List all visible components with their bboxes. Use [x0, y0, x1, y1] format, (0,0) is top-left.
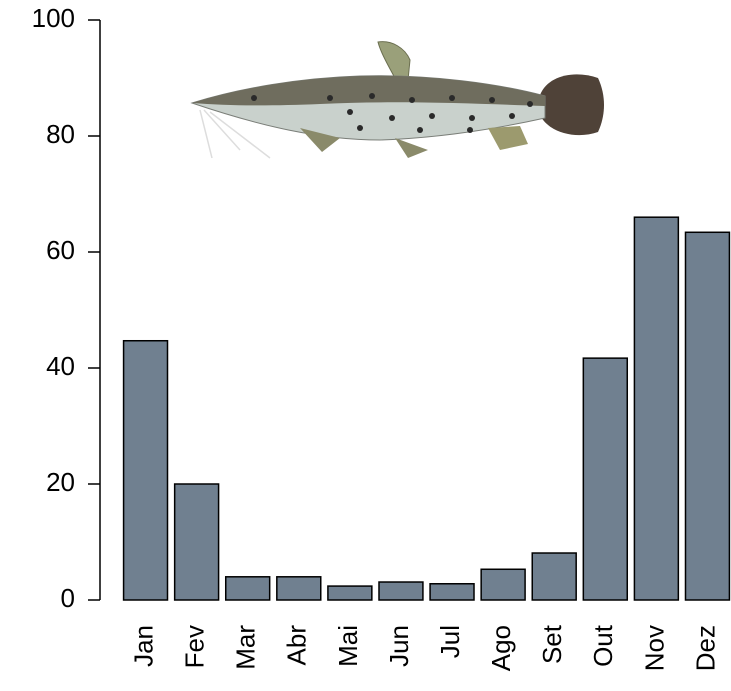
x-tick-label: Jun — [384, 625, 414, 667]
x-tick-label: Mar — [231, 625, 261, 670]
x-tick-label: Mai — [333, 625, 363, 667]
bar — [531, 552, 577, 601]
y-tick-label: 20 — [46, 467, 75, 497]
y-tick-label: 40 — [46, 351, 75, 381]
x-tick-label: Dez — [690, 625, 720, 671]
y-tick-label: 0 — [61, 583, 75, 613]
x-tick-label: Jul — [435, 625, 465, 658]
bar — [327, 585, 373, 601]
y-tick-label: 100 — [32, 3, 75, 33]
y-tick-label: 80 — [46, 119, 75, 149]
bar — [378, 581, 424, 601]
bar — [582, 357, 629, 601]
x-tick-label: Ago — [486, 625, 516, 671]
x-tick-label: Fev — [180, 625, 210, 668]
x-tick-label: Set — [537, 624, 567, 664]
bar — [480, 568, 526, 601]
x-tick-label: Jan — [128, 625, 158, 667]
x-tick-label: Out — [588, 624, 618, 667]
x-tick-label: Abr — [282, 625, 312, 666]
bar — [633, 216, 680, 601]
bar — [122, 339, 169, 601]
fish-illustration — [190, 41, 604, 159]
y-tick-label: 60 — [46, 235, 75, 265]
bar — [684, 231, 731, 601]
bar — [429, 583, 475, 601]
x-tick-label: Nov — [639, 625, 669, 671]
bar — [224, 576, 271, 601]
bar — [173, 483, 220, 601]
bar — [276, 576, 322, 601]
